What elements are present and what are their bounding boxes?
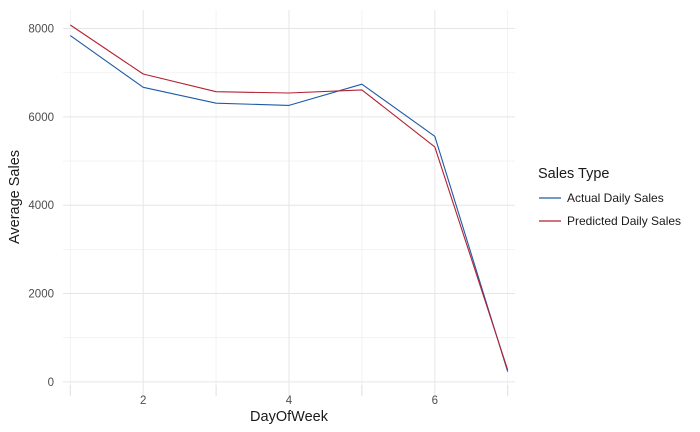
legend-label-predicted: Predicted Daily Sales <box>567 214 681 228</box>
x-axis-ticks <box>69 385 509 396</box>
series-line-predicted <box>69 24 509 371</box>
x-axis-tick-labels: 2 4 6 <box>140 395 438 407</box>
series-lines <box>69 24 509 372</box>
y-axis-tick-label: 6000 <box>28 112 54 124</box>
x-axis-tick-label: 4 <box>286 395 293 407</box>
legend: Sales Type Actual Daily Sales Predicted … <box>538 166 681 228</box>
x-axis-tick-label: 6 <box>432 395 438 407</box>
series-line-actual <box>69 35 509 372</box>
y-axis-tick-labels: 0 2000 4000 6000 8000 <box>28 24 54 389</box>
y-axis-tick-label: 0 <box>48 377 54 389</box>
x-axis-tick-label: 2 <box>140 395 146 407</box>
y-axis-tick-label: 2000 <box>28 289 54 301</box>
legend-title: Sales Type <box>538 166 609 182</box>
y-axis-tick-label: 4000 <box>28 200 54 212</box>
x-axis-title: DayOfWeek <box>250 409 329 425</box>
y-axis-tick-label: 8000 <box>28 24 54 36</box>
legend-label-actual: Actual Daily Sales <box>567 191 664 205</box>
grid-lines <box>63 10 515 396</box>
y-axis-title: Average Sales <box>7 150 23 244</box>
